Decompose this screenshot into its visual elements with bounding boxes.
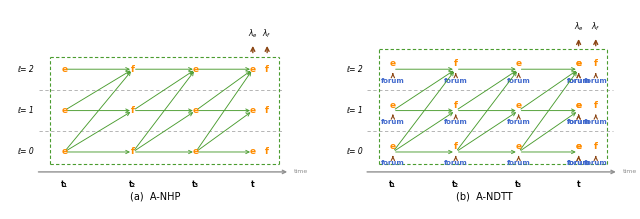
Text: e: e <box>390 142 396 151</box>
Text: t: t <box>251 180 255 189</box>
Text: ℓ= 2: ℓ= 2 <box>346 65 363 74</box>
Text: forum: forum <box>567 119 591 125</box>
Text: forum: forum <box>507 78 531 84</box>
Text: $\lambda_f$: $\lambda_f$ <box>262 28 272 40</box>
Text: forum: forum <box>567 160 591 166</box>
Text: f: f <box>594 59 598 68</box>
Text: forum: forum <box>444 78 468 84</box>
Text: e: e <box>250 106 256 115</box>
Text: forum: forum <box>567 119 591 125</box>
Text: ℓ= 1: ℓ= 1 <box>346 106 363 115</box>
Text: time: time <box>294 170 308 174</box>
Text: ℓ= 0: ℓ= 0 <box>346 147 363 157</box>
Text: f: f <box>265 106 269 115</box>
Text: $\lambda_e$: $\lambda_e$ <box>573 21 584 33</box>
Text: t₂: t₂ <box>452 180 460 189</box>
Text: ℓ= 1: ℓ= 1 <box>17 106 34 115</box>
Text: e: e <box>575 101 582 110</box>
Text: e: e <box>516 101 522 110</box>
Text: e: e <box>61 65 67 74</box>
Text: forum: forum <box>507 119 531 125</box>
Text: e: e <box>575 142 582 151</box>
Text: t₃: t₃ <box>515 180 522 189</box>
Text: forum: forum <box>507 160 531 166</box>
Text: e: e <box>575 101 582 110</box>
Text: forum: forum <box>381 78 404 84</box>
Text: e: e <box>516 142 522 151</box>
Text: f: f <box>594 142 598 151</box>
Text: ℓ= 0: ℓ= 0 <box>17 147 34 157</box>
Text: time: time <box>623 170 637 174</box>
Text: e: e <box>61 147 67 157</box>
Text: e: e <box>390 101 396 110</box>
Text: e: e <box>193 65 199 74</box>
Text: e: e <box>193 106 199 115</box>
Text: f: f <box>454 142 458 151</box>
Text: $\lambda_f$: $\lambda_f$ <box>591 21 600 33</box>
Text: (b)  A-NDTT: (b) A-NDTT <box>456 192 513 202</box>
Text: forum: forum <box>584 78 607 84</box>
Text: f: f <box>265 147 269 157</box>
Text: $\lambda_e$: $\lambda_e$ <box>248 28 258 40</box>
Text: forum: forum <box>567 78 591 84</box>
Text: f: f <box>131 147 135 157</box>
Text: forum: forum <box>584 160 607 166</box>
Text: e: e <box>250 65 256 74</box>
Text: f: f <box>131 65 135 74</box>
Text: t₃: t₃ <box>192 180 199 189</box>
Text: t₁: t₁ <box>389 180 396 189</box>
Text: e: e <box>516 59 522 68</box>
Text: t₂: t₂ <box>129 180 136 189</box>
Text: e: e <box>575 59 582 68</box>
Text: forum: forum <box>567 78 591 84</box>
Text: forum: forum <box>381 119 404 125</box>
Text: f: f <box>131 106 135 115</box>
Text: ℓ= 2: ℓ= 2 <box>17 65 34 74</box>
Text: forum: forum <box>584 119 607 125</box>
Text: forum: forum <box>567 160 591 166</box>
Text: e: e <box>575 142 582 151</box>
Text: e: e <box>575 59 582 68</box>
Text: f: f <box>594 101 598 110</box>
Text: forum: forum <box>444 160 468 166</box>
Text: f: f <box>454 59 458 68</box>
Text: f: f <box>265 65 269 74</box>
Text: forum: forum <box>444 119 468 125</box>
Text: t₁: t₁ <box>61 180 68 189</box>
Text: t: t <box>577 180 580 189</box>
Text: e: e <box>193 147 199 157</box>
Text: e: e <box>250 147 256 157</box>
Text: forum: forum <box>381 160 404 166</box>
Text: f: f <box>454 101 458 110</box>
Text: e: e <box>61 106 67 115</box>
Text: e: e <box>390 59 396 68</box>
Text: (a)  A-NHP: (a) A-NHP <box>131 192 181 202</box>
